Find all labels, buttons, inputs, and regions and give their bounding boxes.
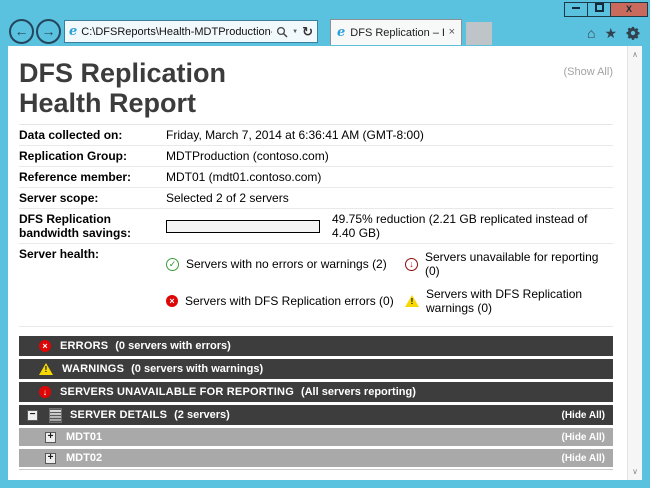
- health-item-text: Servers unavailable for reporting (0): [425, 250, 599, 278]
- show-all-link[interactable]: (Show All): [563, 66, 613, 78]
- ok-check-icon: ✓: [166, 257, 179, 271]
- server-name: MDT02: [66, 452, 103, 464]
- settings-gear-icon[interactable]: [626, 26, 640, 40]
- section-detail: (All servers reporting): [300, 386, 416, 398]
- section-detail: (0 servers with errors): [115, 340, 231, 352]
- health-item-errors: × Servers with DFS Replication errors (0…: [166, 287, 405, 315]
- sections-bottom-divider: [19, 469, 613, 470]
- info-label: DFS Replication bandwidth savings:: [19, 212, 132, 240]
- address-bar[interactable]: e C:\DFSReports\Health-MDTProduction-07M…: [64, 20, 318, 43]
- forward-icon: →: [41, 23, 56, 39]
- scroll-down-icon[interactable]: ∨: [632, 467, 638, 476]
- info-label: Server health:: [19, 247, 100, 261]
- refresh-icon[interactable]: ↻: [302, 23, 313, 39]
- forward-button[interactable]: →: [36, 19, 61, 44]
- minimize-icon: [572, 7, 580, 9]
- info-value: MDTProduction (contoso.com): [166, 149, 329, 163]
- info-label: Reference member:: [19, 170, 132, 184]
- warning-icon: !: [405, 295, 419, 307]
- collapse-icon[interactable]: −: [27, 409, 38, 421]
- info-label: Data collected on:: [19, 128, 123, 142]
- address-dropdown-icon[interactable]: ▼: [292, 28, 299, 35]
- info-row-server-scope: Server scope: Selected 2 of 2 servers: [19, 188, 613, 209]
- info-row-replication-group: Replication Group: MDTProduction (contos…: [19, 146, 613, 167]
- favorites-star-icon[interactable]: ★: [604, 25, 617, 41]
- server-icon: [49, 407, 62, 423]
- ie-logo-icon: e: [69, 24, 78, 39]
- section-detail: (0 servers with warnings): [131, 363, 264, 375]
- browser-toolbar-icons: ⌂ ★: [587, 25, 640, 41]
- report-info-table: Data collected on: Friday, March 7, 2014…: [19, 124, 613, 327]
- new-tab-button[interactable]: [466, 22, 492, 45]
- health-item-ok: ✓ Servers with no errors or warnings (2): [166, 250, 405, 278]
- tab-favicon-icon: e: [337, 25, 346, 40]
- section-label: SERVERS UNAVAILABLE FOR REPORTING: [60, 386, 294, 398]
- info-label: Server scope:: [19, 191, 99, 205]
- section-label: WARNINGS: [62, 363, 125, 375]
- section-unavailable[interactable]: ↓ SERVERS UNAVAILABLE FOR REPORTING (All…: [19, 382, 613, 402]
- info-value: Selected 2 of 2 servers: [166, 191, 289, 205]
- bandwidth-text: 49.75% reduction (2.21 GB replicated ins…: [332, 212, 588, 240]
- unavailable-icon: ↓: [39, 386, 51, 398]
- back-icon: ←: [14, 23, 29, 39]
- section-server-details[interactable]: − SERVER DETAILS (2 servers) (Hide All): [19, 405, 613, 425]
- hide-all-link[interactable]: (Hide All): [561, 431, 605, 443]
- server-health-grid: ✓ Servers with no errors or warnings (2)…: [166, 247, 613, 323]
- health-item-text: Servers with DFS Replication errors (0): [185, 294, 394, 308]
- server-row-mdt02[interactable]: + MDT02 (Hide All): [19, 449, 613, 467]
- hide-all-link[interactable]: (Hide All): [561, 409, 605, 421]
- health-item-warnings: ! Servers with DFS Replication warnings …: [405, 287, 613, 315]
- window-controls: X: [564, 2, 648, 17]
- search-icon[interactable]: [276, 26, 288, 38]
- section-label: SERVER DETAILS: [70, 409, 168, 421]
- health-item-text: Servers with DFS Replication warnings (0…: [426, 287, 583, 315]
- server-name: MDT01: [66, 431, 103, 443]
- bandwidth-progress-bar: [166, 219, 320, 233]
- scroll-up-icon[interactable]: ∧: [632, 50, 638, 59]
- health-item-text: Servers with no errors or warnings (2): [186, 257, 387, 271]
- home-icon[interactable]: ⌂: [586, 25, 596, 41]
- unavailable-icon: ↓: [405, 257, 418, 271]
- info-value: MDT01 (mdt01.contoso.com): [166, 170, 322, 184]
- info-row-reference-member: Reference member: MDT01 (mdt01.contoso.c…: [19, 167, 613, 188]
- expand-icon[interactable]: +: [45, 431, 56, 443]
- maximize-button[interactable]: [587, 2, 611, 17]
- back-button[interactable]: ←: [9, 19, 34, 44]
- close-button[interactable]: X: [610, 2, 648, 17]
- section-label: ERRORS: [60, 340, 109, 352]
- tab-title: DFS Replication – Health Re...: [350, 26, 443, 39]
- section-errors[interactable]: × ERRORS (0 servers with errors): [19, 336, 613, 356]
- info-row-server-health: Server health: ✓ Servers with no errors …: [19, 244, 613, 327]
- error-icon: ×: [166, 295, 178, 307]
- close-icon: X: [625, 4, 632, 14]
- hide-all-link[interactable]: (Hide All): [561, 452, 605, 464]
- vertical-scrollbar[interactable]: ∧ ∨: [627, 46, 642, 480]
- page-title-line1: DFS Replication: [19, 58, 227, 88]
- server-row-mdt01[interactable]: + MDT01 (Hide All): [19, 428, 613, 446]
- page-content: DFS Replication Health Report (Show All)…: [8, 46, 642, 480]
- warning-icon: !: [39, 363, 53, 375]
- section-detail: (2 servers): [174, 409, 230, 421]
- page-title-line2: Health Report: [19, 88, 197, 118]
- tab-close-icon[interactable]: ×: [448, 26, 455, 38]
- info-row-data-collected: Data collected on: Friday, March 7, 2014…: [19, 125, 613, 146]
- info-row-bandwidth: DFS Replication bandwidth savings: 49.75…: [19, 209, 613, 244]
- health-item-unavailable: ↓ Servers unavailable for reporting (0): [405, 250, 613, 278]
- minimize-button[interactable]: [564, 2, 588, 17]
- maximize-icon: [594, 3, 604, 12]
- dfs-health-report: DFS Replication Health Report (Show All)…: [8, 46, 628, 470]
- browser-tab[interactable]: e DFS Replication – Health Re... ×: [330, 19, 462, 45]
- info-label: Replication Group:: [19, 149, 127, 163]
- expand-icon[interactable]: +: [45, 452, 56, 464]
- info-value: Friday, March 7, 2014 at 6:36:41 AM (GMT…: [166, 128, 424, 142]
- section-warnings[interactable]: ! WARNINGS (0 servers with warnings): [19, 359, 613, 379]
- address-url[interactable]: C:\DFSReports\Health-MDTProduction-07Ma: [81, 25, 272, 38]
- report-sections: × ERRORS (0 servers with errors) ! WARNI…: [19, 336, 613, 470]
- error-icon: ×: [39, 340, 51, 352]
